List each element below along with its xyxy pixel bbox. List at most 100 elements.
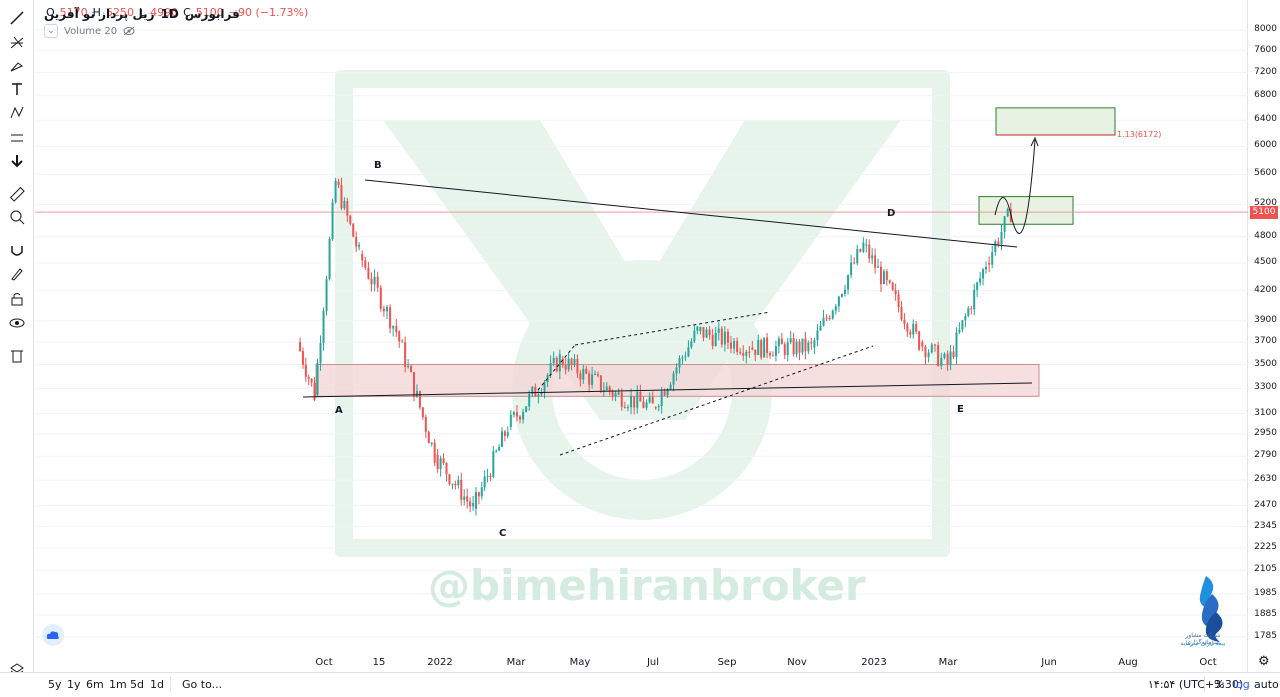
candle-body — [506, 432, 509, 436]
time-tick: Sep — [717, 657, 737, 668]
candle-body — [457, 479, 460, 486]
price-tick: 5200 — [1254, 198, 1277, 209]
eye-icon[interactable] — [5, 313, 29, 333]
candle-body — [373, 276, 376, 285]
pitchfork-tool-icon[interactable] — [5, 32, 29, 52]
trendline-a-e — [302, 382, 1033, 398]
log-scale-button[interactable]: log — [1233, 678, 1250, 691]
candle-body — [733, 340, 736, 349]
price-tick: 3900 — [1254, 314, 1277, 325]
unlock-icon[interactable] — [5, 289, 29, 309]
divider — [1204, 676, 1205, 692]
channel-entry — [537, 344, 576, 391]
hidden-eye-icon[interactable] — [123, 26, 135, 36]
candle-body — [519, 416, 522, 420]
zoom-in-icon[interactable] — [5, 207, 29, 227]
candle-body — [877, 266, 880, 268]
candle-body — [567, 358, 570, 370]
candle-body — [436, 454, 439, 470]
range-1m-button[interactable]: 1m — [109, 678, 127, 691]
goto-date-button[interactable]: Go to... — [182, 678, 223, 691]
candle-body — [421, 407, 424, 418]
candle-body — [304, 364, 307, 377]
range-1y-button[interactable]: 1y — [67, 678, 81, 691]
candle-body — [751, 347, 754, 350]
range-5d-button[interactable]: 5d — [130, 678, 144, 691]
cloud-save-icon[interactable] — [42, 624, 64, 646]
chart-canvas[interactable] — [35, 0, 1248, 672]
candle-body — [407, 366, 410, 368]
candle-body — [961, 320, 964, 330]
candle-body — [528, 393, 531, 407]
candle-body — [754, 349, 757, 356]
candle-body — [630, 396, 633, 408]
trash-icon[interactable] — [5, 345, 29, 365]
magnet-icon[interactable] — [5, 241, 29, 261]
candle-body — [693, 330, 696, 342]
channel-upper — [574, 311, 771, 346]
time-tick: Aug — [1118, 657, 1138, 668]
candle-body — [705, 329, 708, 338]
candle-body — [469, 501, 472, 507]
symbol-legend: O 5170 H 5250 L 4990 C 5100 −90 (−1.73%) — [46, 6, 308, 19]
price-axis[interactable]: 8000 7600 7200 6800 6400 6000 5600 5200 4800 4500… — [1248, 0, 1280, 672]
candle-body — [927, 352, 930, 358]
candle-body — [448, 474, 451, 485]
auto-scale-button[interactable]: auto — [1254, 678, 1279, 691]
candle-body — [558, 354, 561, 372]
candle-body — [654, 407, 657, 409]
candle-body — [991, 252, 994, 265]
candle-body — [364, 260, 367, 268]
pattern-tool-icon[interactable] — [5, 103, 29, 123]
candle-body — [940, 357, 943, 366]
candle-body — [534, 386, 537, 397]
candle-body — [946, 353, 949, 365]
time-tick: May — [569, 657, 591, 668]
price-tick: 3100 — [1254, 407, 1277, 418]
range-1d-button[interactable]: 1d — [150, 678, 164, 691]
projection-arrowhead — [1030, 136, 1039, 147]
candle-body — [501, 431, 504, 447]
text-tool-icon[interactable] — [5, 79, 29, 99]
high-label: H — [92, 6, 101, 19]
candle-body — [888, 280, 891, 283]
lock-drawing-icon[interactable] — [5, 264, 29, 284]
candle-body — [463, 496, 466, 500]
background-watermark-logo — [335, 70, 950, 557]
collapse-chevron-icon[interactable]: ⌄ — [44, 24, 58, 38]
candle-body — [355, 236, 358, 247]
candle-body — [594, 374, 597, 376]
range-6m-button[interactable]: 6m — [86, 678, 104, 691]
ruler-icon[interactable] — [5, 184, 29, 204]
time-axis[interactable]: Oct 15 2022 Mar May Jul Sep Nov 2023 Mar Jun Aug Oct — [35, 652, 1248, 672]
candle-body — [771, 355, 774, 357]
time-tick: 15 — [372, 657, 386, 668]
candle-body — [837, 296, 840, 307]
candle-body — [385, 307, 388, 312]
brush-tool-icon[interactable] — [5, 56, 29, 76]
candle-body — [596, 374, 599, 376]
volume-indicator-row: ⌄ Volume 20 — [44, 24, 135, 38]
candle-body — [442, 458, 445, 463]
range-5y-button[interactable]: 5y — [48, 678, 62, 691]
candle-body — [651, 397, 654, 404]
candle-body — [645, 402, 648, 408]
trendline-tool-icon[interactable] — [5, 8, 29, 28]
clock-timezone[interactable]: ۱۴:۵۴ (UTC+3:30) — [1148, 678, 1244, 691]
candle-body — [816, 330, 819, 341]
candle-body — [525, 406, 528, 412]
candle-body — [313, 382, 316, 400]
time-tick: Jul — [646, 657, 660, 668]
time-tick: Mar — [506, 657, 526, 668]
candle-body — [591, 374, 594, 385]
candle-body — [445, 462, 448, 475]
symbol-title[interactable]: ریل پرداز نو آفرین 1D فرابورس — [44, 7, 240, 21]
percent-scale-button[interactable]: % — [1214, 678, 1225, 691]
exchange-label: فرابورس — [184, 7, 240, 21]
arrow-down-icon[interactable] — [5, 151, 29, 171]
chart-area[interactable] — [35, 0, 1248, 672]
candle-body — [807, 342, 810, 352]
candle-body — [477, 492, 480, 497]
prediction-tool-icon[interactable] — [5, 128, 29, 148]
chart-settings-gear-icon[interactable]: ⚙ — [1258, 654, 1270, 669]
